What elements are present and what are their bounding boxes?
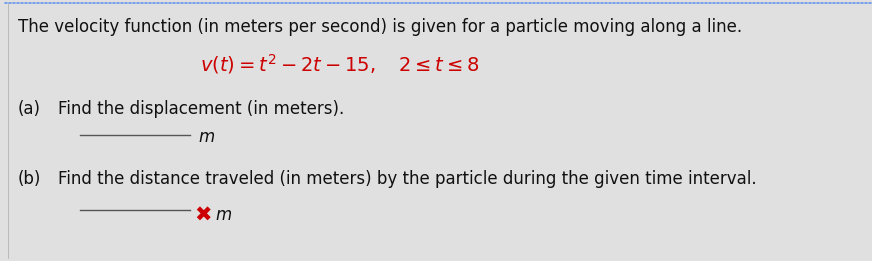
Text: Find the displacement (in meters).: Find the displacement (in meters). — [58, 100, 344, 118]
Text: m: m — [198, 128, 215, 146]
Text: Find the distance traveled (in meters) by the particle during the given time int: Find the distance traveled (in meters) b… — [58, 170, 757, 188]
Text: m: m — [215, 206, 231, 224]
Text: ✖: ✖ — [194, 206, 212, 226]
Text: The velocity function (in meters per second) is given for a particle moving alon: The velocity function (in meters per sec… — [18, 18, 742, 36]
Text: $v(t) = t^2 - 2t - 15, \quad 2 \leq t \leq 8$: $v(t) = t^2 - 2t - 15, \quad 2 \leq t \l… — [200, 52, 480, 76]
Text: (a): (a) — [18, 100, 41, 118]
Text: (b): (b) — [18, 170, 41, 188]
